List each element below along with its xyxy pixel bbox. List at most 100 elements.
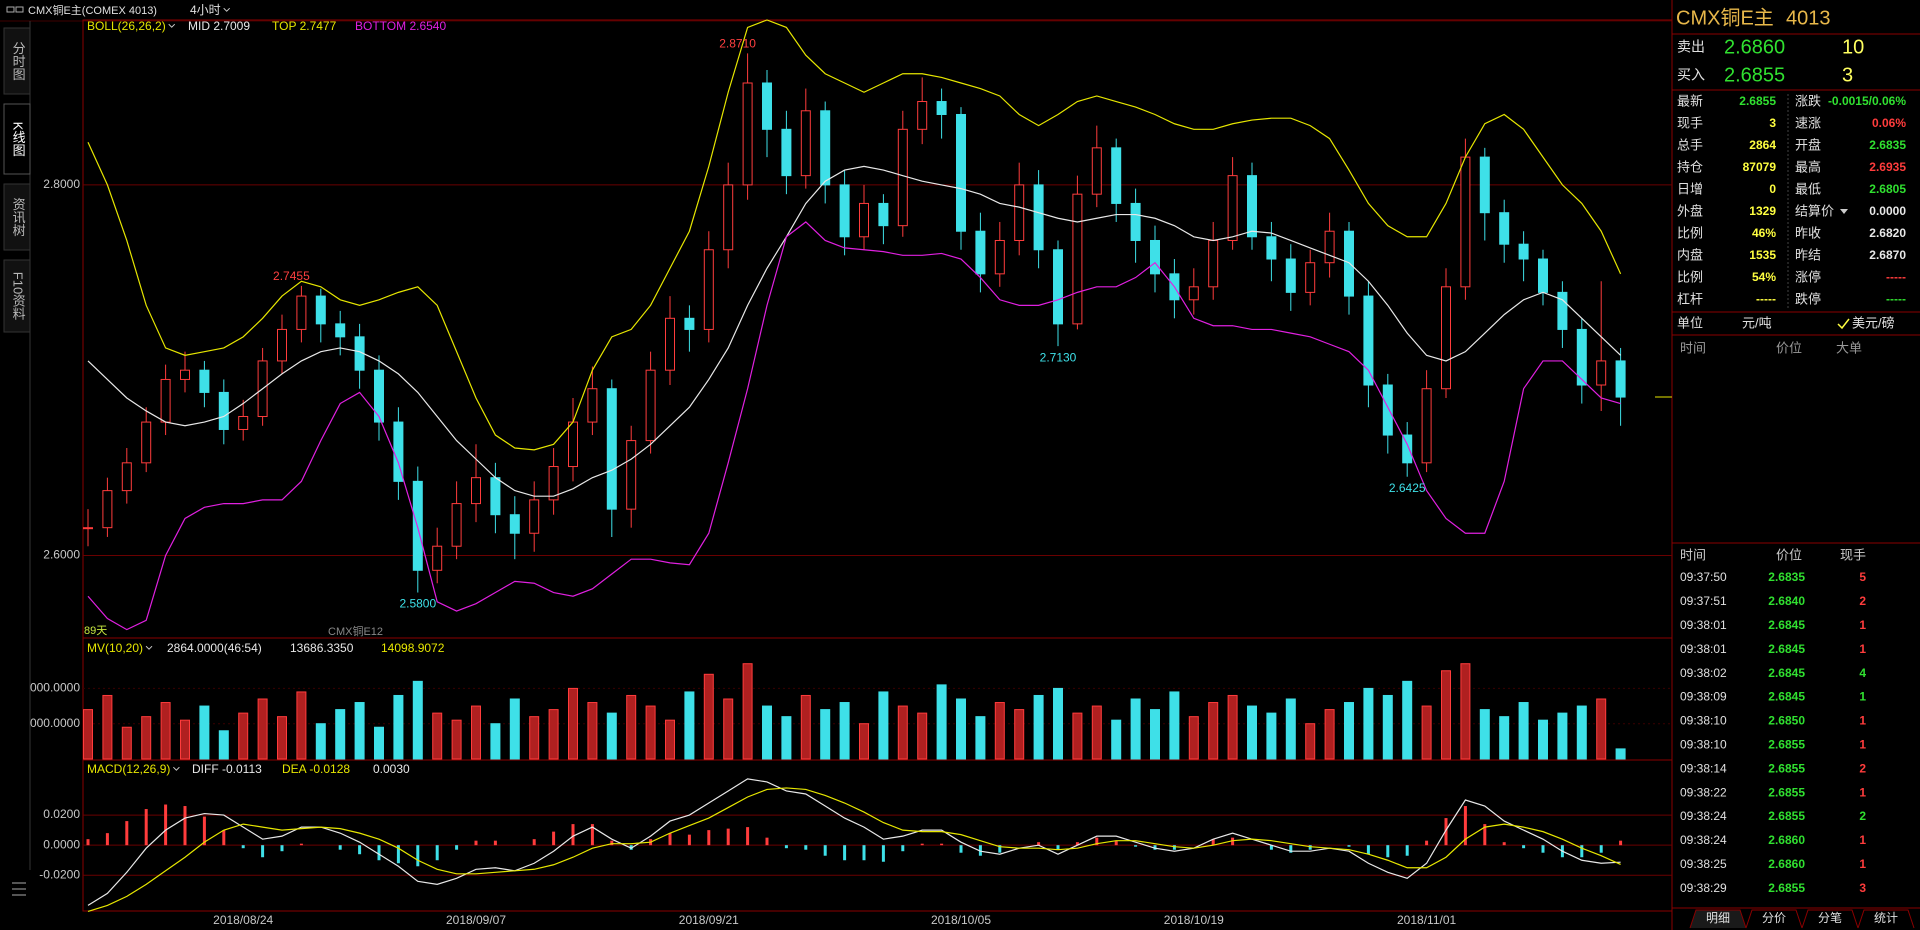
quote-value: 1535 — [1749, 248, 1776, 262]
quote-label: 昨收 — [1795, 225, 1821, 240]
sidebar-tab[interactable] — [3, 103, 31, 175]
candle-body — [432, 545, 443, 571]
quote-label: 内盘 — [1677, 247, 1703, 262]
quote-panel-frame — [1671, 0, 1920, 930]
column-header: 价位 — [1776, 547, 1802, 562]
sidebar-tab[interactable] — [3, 183, 31, 251]
quote-label: 涨停 — [1795, 269, 1821, 284]
volume-bar — [238, 712, 249, 760]
candle-body — [800, 110, 811, 177]
volume-bar — [374, 726, 384, 760]
indicator-dropdown[interactable] — [145, 645, 153, 650]
x-tick-label: 2018/11/01 — [1397, 913, 1456, 927]
volume-bar — [1150, 709, 1160, 760]
period[interactable]: 4小时 — [190, 3, 221, 17]
panel-tab-label[interactable]: 分笔 — [1818, 910, 1842, 925]
trade-volume: 1 — [1859, 714, 1866, 728]
indicator-dropdown[interactable] — [173, 766, 180, 771]
trade-volume: 1 — [1859, 785, 1866, 799]
trade-price: 2.6855 — [1768, 881, 1805, 895]
candle-body — [335, 323, 346, 338]
menu-icon[interactable] — [12, 882, 26, 896]
volume-bar — [820, 709, 831, 760]
trade-volume: 1 — [1859, 618, 1866, 632]
trade-price: 2.6855 — [1768, 785, 1805, 799]
volume-bar — [1111, 719, 1122, 760]
legend-entry: 0.0030 — [373, 762, 410, 776]
candle-body — [742, 82, 753, 186]
column-header: 现手 — [1840, 547, 1866, 562]
quote-label: 杠杆 — [1677, 291, 1703, 306]
panel-tab-label[interactable]: 明细 — [1706, 911, 1730, 925]
candle-body — [1479, 156, 1490, 214]
panel-tab[interactable] — [1801, 909, 1859, 929]
sidebar-tab-label[interactable]: 分时图 — [11, 42, 26, 81]
check-icon[interactable] — [1837, 318, 1850, 330]
volume-bar — [1208, 702, 1219, 760]
sidebar-tab-label[interactable]: F10资料 — [11, 272, 26, 321]
candle-body — [180, 369, 190, 380]
panel-tab-label[interactable]: 分价 — [1762, 911, 1786, 925]
footer-label: 89天 — [84, 625, 107, 637]
period-dropdown[interactable] — [223, 7, 231, 12]
volume-bar — [1130, 698, 1141, 760]
panel-tab-label[interactable]: 统计 — [1874, 911, 1898, 925]
candle-body — [1014, 184, 1025, 241]
legend-entry: MACD(12,26,9) — [87, 762, 170, 776]
volume-bar — [878, 691, 889, 760]
panel-tab[interactable] — [1745, 909, 1803, 929]
quote-label: 最新 — [1677, 93, 1703, 108]
candle-body — [548, 466, 559, 501]
candle-body — [1499, 212, 1510, 245]
volume-bar — [1227, 694, 1238, 760]
volume-bar — [1382, 694, 1393, 760]
volume-bar — [897, 705, 908, 760]
sidebar-tab[interactable] — [3, 27, 31, 95]
quote-value: 46% — [1752, 226, 1776, 240]
candle-body — [1150, 239, 1160, 275]
volume-bar — [199, 705, 210, 760]
volume-bar — [781, 716, 792, 760]
volume-bar — [451, 719, 462, 760]
quote-value: 1329 — [1749, 204, 1776, 218]
volume-bar — [1014, 709, 1025, 760]
volume-bar — [1188, 716, 1199, 760]
panel-tab[interactable] — [1857, 909, 1915, 929]
dropdown-arrow[interactable] — [1840, 209, 1848, 214]
unit-option[interactable]: 元/吨 — [1742, 315, 1772, 330]
volume-bar — [1247, 705, 1257, 760]
trade-price: 2.6860 — [1768, 833, 1805, 847]
trade-price: 2.6845 — [1768, 690, 1805, 704]
volume-bar — [800, 694, 811, 760]
candle-body — [1518, 243, 1529, 260]
y-tick-label: 2.8000 — [43, 177, 80, 191]
indicator-dropdown[interactable] — [168, 23, 176, 28]
quote-value: ----- — [1756, 292, 1776, 306]
trade-volume: 1 — [1859, 642, 1866, 656]
panel-tab[interactable] — [1689, 909, 1747, 929]
candle-body — [1266, 236, 1277, 260]
x-tick-label: 2018/09/21 — [679, 913, 739, 927]
x-tick-label: 2018/09/07 — [446, 913, 506, 927]
trade-time: 09:37:50 — [1680, 570, 1727, 584]
volume-bar — [180, 719, 190, 760]
trade-time: 09:38:10 — [1680, 714, 1727, 728]
candle-body — [1324, 230, 1335, 264]
unit-option[interactable]: 美元/磅 — [1852, 315, 1895, 330]
quote-value: ----- — [1886, 270, 1906, 284]
sidebar-tab-label[interactable]: K线图 — [11, 122, 26, 157]
candle-body — [1344, 230, 1354, 297]
volume-bar — [335, 709, 346, 760]
candle-body — [994, 239, 1005, 275]
candle-body — [781, 128, 792, 177]
footer-label: CMX铜E12 — [328, 624, 383, 638]
candle-body — [878, 202, 889, 227]
candle-body — [1111, 147, 1122, 204]
sidebar-tab-label[interactable]: 资讯树 — [11, 198, 26, 237]
order-size: 10 — [1842, 36, 1864, 58]
candle-body — [160, 378, 171, 423]
volume-bar — [160, 702, 171, 760]
volume-bar — [1499, 716, 1510, 760]
sidebar-tab[interactable] — [3, 259, 31, 333]
